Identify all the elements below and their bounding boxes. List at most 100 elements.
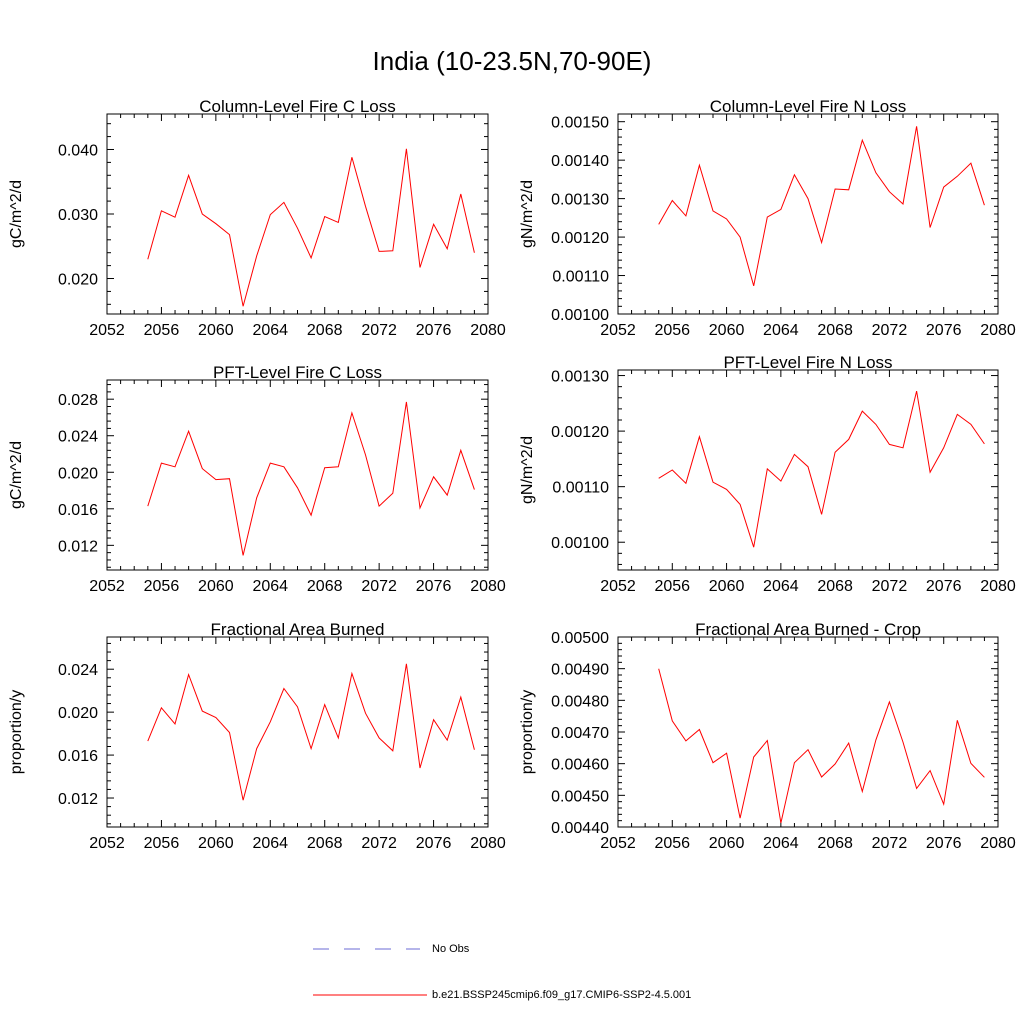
x-tick-label: 2052 (600, 835, 636, 852)
plot-frame (106, 636, 489, 828)
panel-1: 2052 2056 2060 2064 2068 2072 2076 2080 0.020 0.0… (8, 97, 506, 339)
x-tick-label: 2052 (89, 578, 125, 595)
figure-title: India (10-23.5N,70-90E) (372, 46, 652, 76)
x-tick-label: 2072 (361, 835, 397, 852)
panel-2: 2052 2056 2060 2064 2068 2072 2076 2080 0.00100 0… (519, 97, 1016, 339)
panel-title: Fractional Area Burned - Crop (695, 620, 921, 639)
panel-title: PFT-Level Fire N Loss (723, 353, 892, 372)
x-tick-label: 2072 (872, 322, 908, 339)
y-tick-label: 0.020 (58, 272, 98, 289)
x-tick-label: 2068 (307, 578, 343, 595)
series-line (147, 401, 475, 556)
panel-4: 2052 2056 2060 2064 2068 2072 2076 2080 0.00100 0… (519, 353, 1016, 595)
panel-5: 2052 2056 2060 2064 2068 2072 2076 2080 0.012 0.0… (8, 620, 506, 852)
panel-title: Column-Level Fire N Loss (710, 97, 907, 116)
panel-6: 2052 2056 2060 2064 2068 2072 2076 2080 0.00440 0… (519, 620, 1016, 852)
y-tick-label: 0.00500 (551, 630, 609, 647)
y-tick-label: 0.016 (58, 748, 98, 765)
y-tick-label: 0.012 (58, 791, 98, 808)
x-tick-label: 2056 (144, 578, 180, 595)
y-tick-label: 0.040 (58, 142, 98, 159)
y-tick-label: 0.00130 (551, 369, 609, 386)
x-tick-label: 2064 (252, 835, 288, 852)
y-tick-label: 0.00140 (551, 153, 609, 170)
x-tick-label: 2076 (416, 322, 452, 339)
x-tick-label: 2068 (307, 322, 343, 339)
x-tick-label: 2080 (980, 835, 1016, 852)
x-tick-label: 2052 (600, 322, 636, 339)
y-axis-label: gC/m^2/d (8, 441, 25, 509)
y-tick-label: 0.00110 (552, 269, 609, 286)
x-tick-label: 2064 (252, 322, 288, 339)
y-tick-label: 0.00100 (551, 535, 609, 552)
y-tick-label: 0.00470 (551, 725, 609, 742)
x-tick-label: 2060 (198, 578, 234, 595)
x-tick-label: 2076 (926, 322, 962, 339)
x-tick-label: 2064 (763, 578, 799, 595)
legend (313, 948, 427, 996)
x-tick-label: 2068 (307, 835, 343, 852)
y-tick-label: 0.020 (58, 705, 98, 722)
panel-title: PFT-Level Fire C Loss (213, 363, 382, 382)
x-tick-label: 2052 (89, 835, 125, 852)
x-tick-label: 2060 (198, 835, 234, 852)
series-line (147, 148, 475, 307)
series-line (147, 663, 475, 801)
x-tick-label: 2080 (980, 322, 1016, 339)
x-tick-label: 2056 (144, 835, 180, 852)
y-axis-label: proportion/y (8, 690, 25, 775)
y-tick-label: 0.00150 (551, 115, 609, 132)
y-tick-label: 0.00120 (551, 424, 609, 441)
y-tick-label: 0.00460 (551, 757, 609, 774)
x-tick-label: 2064 (763, 835, 799, 852)
y-tick-label: 0.016 (58, 502, 98, 519)
x-tick-label: 2052 (600, 578, 636, 595)
x-tick-label: 2080 (470, 578, 506, 595)
panel-title: Column-Level Fire C Loss (199, 97, 396, 116)
series-line (658, 126, 985, 287)
x-tick-label: 2080 (470, 835, 506, 852)
panel-title: Fractional Area Burned (211, 620, 385, 639)
x-tick-label: 2076 (926, 578, 962, 595)
y-tick-label: 0.024 (58, 662, 98, 679)
x-tick-label: 2064 (252, 578, 288, 595)
y-tick-label: 0.00440 (551, 820, 609, 837)
y-axis-label: proportion/y (519, 690, 536, 775)
x-tick-label: 2060 (709, 578, 745, 595)
y-tick-label: 0.00110 (552, 480, 609, 497)
x-tick-label: 2072 (361, 322, 397, 339)
x-tick-label: 2060 (709, 835, 745, 852)
x-tick-label: 2060 (709, 322, 745, 339)
x-tick-label: 2052 (89, 322, 125, 339)
plot-frame (106, 113, 489, 315)
y-tick-label: 0.00480 (551, 693, 609, 710)
x-tick-label: 2076 (416, 835, 452, 852)
x-tick-label: 2080 (980, 578, 1016, 595)
y-tick-label: 0.020 (58, 465, 98, 482)
y-tick-label: 0.012 (58, 538, 98, 555)
y-axis-label: gN/m^2/d (519, 436, 536, 504)
y-axis-label: gN/m^2/d (519, 180, 536, 248)
y-tick-label: 0.00450 (551, 788, 609, 805)
x-tick-label: 2076 (926, 835, 962, 852)
x-tick-label: 2068 (817, 835, 853, 852)
series-line (658, 668, 985, 824)
y-tick-label: 0.00100 (551, 307, 609, 324)
y-tick-label: 0.024 (58, 429, 98, 446)
y-tick-label: 0.00120 (551, 230, 609, 247)
panel-3: 2052 2056 2060 2064 2068 2072 2076 2080 0.012 0.0… (8, 363, 506, 595)
x-tick-label: 2056 (654, 835, 690, 852)
plot-frame (617, 369, 999, 571)
y-axis-label: gC/m^2/d (8, 180, 25, 248)
x-tick-label: 2056 (654, 322, 690, 339)
x-tick-label: 2056 (654, 578, 690, 595)
x-tick-label: 2080 (470, 322, 506, 339)
y-tick-label: 0.030 (58, 207, 98, 224)
x-tick-label: 2072 (872, 835, 908, 852)
x-tick-label: 2060 (198, 322, 234, 339)
plot-frame (617, 113, 999, 315)
legend-label-no-obs: No Obs (432, 943, 470, 955)
y-tick-label: 0.00130 (551, 192, 609, 209)
plot-frame (106, 379, 489, 571)
x-tick-label: 2068 (817, 578, 853, 595)
